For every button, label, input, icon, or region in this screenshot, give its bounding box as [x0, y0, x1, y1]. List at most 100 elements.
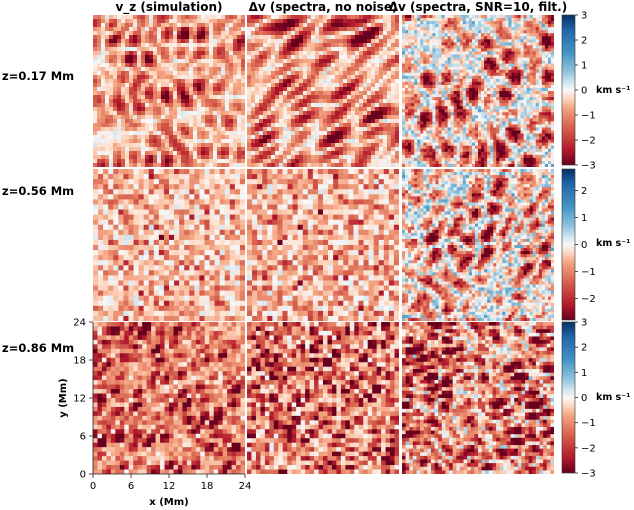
heatmap-cell: [185, 119, 190, 124]
heatmap-cell: [205, 151, 210, 156]
heatmap-cell: [383, 103, 388, 108]
heatmap-cell: [478, 112, 482, 116]
heatmap-cell: [105, 43, 110, 48]
heatmap-cell: [355, 27, 360, 32]
heatmap-cell: [197, 159, 202, 164]
heatmap-cell: [462, 27, 467, 31]
heatmap-cell: [438, 78, 442, 83]
heatmap-cell: [259, 147, 264, 152]
heatmap-cell: [165, 135, 170, 140]
heatmap-cell: [105, 51, 110, 56]
heatmap-cell: [343, 139, 348, 144]
heatmap-cell: [161, 75, 166, 80]
heatmap-cell: [395, 151, 399, 156]
heatmap-cell: [149, 75, 154, 80]
heatmap-cell: [299, 111, 304, 116]
heatmap-cell: [237, 155, 242, 160]
heatmap-cell: [323, 23, 328, 28]
panels: [93, 15, 554, 474]
heatmap-cell: [371, 135, 376, 140]
heatmap-cell: [197, 143, 202, 148]
heatmap-cell: [339, 87, 344, 92]
heatmap-cell: [319, 59, 324, 64]
heatmap-cell: [435, 27, 439, 31]
heatmap-cell: [125, 35, 130, 40]
heatmap-cell: [371, 119, 376, 124]
heatmap-cell: [311, 15, 316, 20]
heatmap-cell: [532, 100, 537, 104]
heatmap-cell: [279, 143, 284, 148]
heatmap-cell: [295, 115, 300, 120]
heatmap-cell: [125, 55, 130, 60]
heatmap-cell: [547, 127, 552, 131]
heatmap-cell: [379, 91, 384, 96]
heatmap-cell: [456, 97, 461, 101]
heatmap-cell: [450, 115, 455, 119]
heatmap-cell: [97, 159, 102, 164]
heatmap-cell: [496, 30, 500, 34]
heatmap-cell: [97, 51, 102, 56]
heatmap-cell: [319, 71, 324, 76]
heatmap-cell: [263, 55, 268, 60]
heatmap-cell: [323, 35, 328, 40]
heatmap-cell: [149, 123, 154, 128]
heatmap-cell: [493, 106, 497, 110]
heatmap-cell: [165, 75, 170, 80]
heatmap-cell: [547, 30, 552, 34]
heatmap-cell: [319, 159, 324, 164]
heatmap-cell: [490, 94, 494, 98]
heatmap-cell: [275, 123, 280, 128]
heatmap-cell: [113, 71, 118, 76]
heatmap-cell: [417, 57, 421, 61]
heatmap-cell: [271, 79, 276, 84]
heatmap-cell: [299, 55, 304, 60]
heatmap-cell: [229, 23, 234, 28]
heatmap-cell: [255, 39, 260, 44]
heatmap-cell: [391, 47, 396, 52]
heatmap-cell: [508, 42, 512, 46]
heatmap-cell: [429, 51, 433, 55]
heatmap-cell: [355, 91, 360, 96]
heatmap-cell: [169, 39, 174, 44]
heatmap-cell: [97, 83, 102, 88]
heatmap-cell: [225, 155, 230, 160]
heatmap-cell: [541, 72, 546, 77]
heatmap-cell: [109, 143, 114, 148]
heatmap-cell: [474, 87, 479, 92]
heatmap-cell: [359, 95, 364, 100]
heatmap-cell: [511, 33, 515, 37]
heatmap-cell: [125, 47, 130, 52]
heatmap-cell: [462, 18, 467, 22]
heatmap-cell: [101, 131, 106, 136]
heatmap-cell: [93, 63, 98, 68]
heatmap-cell: [547, 81, 552, 86]
heatmap-cell: [363, 71, 368, 76]
heatmap-cell: [420, 63, 424, 68]
heatmap-cell: [355, 31, 360, 36]
heatmap-cell: [327, 115, 332, 120]
heatmap-cell: [468, 118, 473, 122]
heatmap-cell: [474, 97, 479, 101]
heatmap-cell: [453, 97, 458, 101]
heatmap-cell: [109, 103, 114, 108]
heatmap-cell: [149, 87, 154, 92]
heatmap-cell: [267, 135, 272, 140]
heatmap-cell: [279, 35, 284, 40]
heatmap-cell: [319, 75, 324, 80]
heatmap-cell: [173, 15, 178, 20]
heatmap-cell: [441, 75, 445, 80]
heatmap-cell: [247, 79, 252, 84]
heatmap-cell: [517, 127, 521, 131]
heatmap-cell: [307, 131, 312, 136]
heatmap-cell: [420, 91, 424, 95]
heatmap-cell: [462, 24, 467, 28]
heatmap-cell: [303, 107, 308, 112]
heatmap-cell: [217, 79, 222, 84]
heatmap-cell: [423, 103, 427, 107]
heatmap-cell: [511, 51, 515, 55]
heatmap-cell: [271, 103, 276, 108]
heatmap-cell: [420, 15, 424, 19]
heatmap-cell: [359, 123, 364, 128]
heatmap-cell: [432, 84, 436, 89]
heatmap-cell: [487, 106, 491, 110]
